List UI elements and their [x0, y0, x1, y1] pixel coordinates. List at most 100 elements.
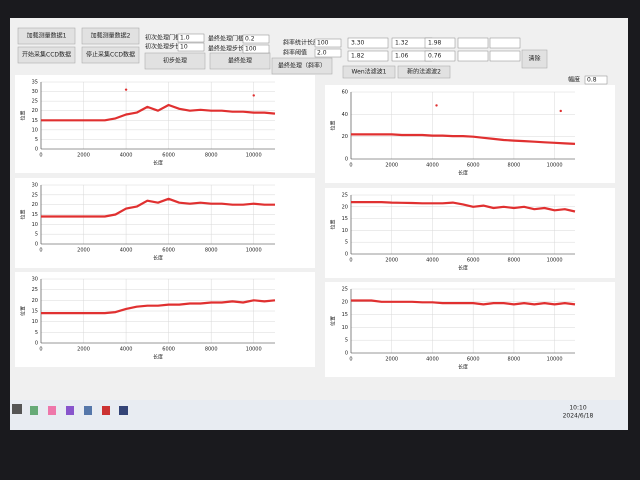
data-line	[41, 197, 275, 218]
outlier-point	[559, 109, 562, 113]
app-icon[interactable]	[84, 406, 92, 415]
x-axis-label: 长度	[153, 255, 163, 262]
y-tick-label: 25	[32, 287, 38, 293]
x-tick-label: 4000	[120, 153, 133, 159]
clock-time: 10:10	[569, 405, 586, 412]
result-box	[489, 37, 521, 49]
button-label: Wen法滤波1	[352, 68, 387, 76]
data-line	[351, 299, 576, 306]
input-box[interactable]	[314, 38, 342, 48]
y-tick-label: 5	[345, 240, 348, 246]
app-icon[interactable]	[30, 406, 38, 415]
button[interactable]	[17, 46, 76, 64]
y-tick-label: 25	[32, 99, 38, 105]
input-value: 2.0	[317, 50, 327, 57]
x-tick-label: 8000	[205, 248, 218, 254]
x-tick-label: 8000	[508, 258, 521, 264]
y-tick-label: 5	[35, 137, 38, 143]
y-tick-label: 0	[35, 242, 38, 248]
start-icon[interactable]	[12, 404, 22, 414]
y-tick-label: 0	[35, 147, 38, 153]
x-tick-label: 2000	[77, 153, 90, 159]
button[interactable]	[17, 27, 76, 45]
x-tick-label: 0	[39, 153, 42, 159]
data-line	[41, 103, 276, 122]
input-value: 10	[180, 44, 188, 51]
clock-date: 2024/6/18	[563, 413, 594, 420]
y-tick-label: 30	[32, 89, 38, 95]
x-tick-label: 4000	[426, 163, 439, 169]
x-tick-label: 10000	[246, 248, 262, 254]
button[interactable]	[342, 65, 396, 79]
y-tick-label: 10	[342, 228, 348, 234]
x-tick-label: 8000	[205, 347, 218, 353]
x-axis-label: 长度	[153, 160, 163, 167]
param-label: 最终处理步长	[208, 45, 244, 53]
button-label: 最终处理	[228, 57, 252, 65]
x-tick-label: 0	[349, 258, 352, 264]
app-icon[interactable]	[119, 406, 128, 415]
result-value: 0.76	[428, 53, 442, 60]
button-label: 开始采集CCD数据	[22, 51, 71, 59]
data-line	[351, 133, 576, 145]
button-label: 清除	[528, 55, 540, 63]
y-tick-label: 25	[342, 193, 348, 199]
x-tick-label: 0	[349, 163, 352, 169]
button[interactable]	[81, 27, 140, 45]
y-axis-label: 位置	[20, 209, 27, 219]
x-tick-label: 6000	[162, 248, 175, 254]
y-tick-label: 20	[32, 298, 38, 304]
result-value: 3.30	[351, 40, 365, 47]
y-tick-label: 5	[345, 338, 348, 344]
y-tick-label: 20	[32, 202, 38, 208]
app-icon[interactable]	[66, 406, 74, 415]
input-box[interactable]	[242, 44, 270, 54]
outlier-point	[252, 94, 255, 97]
app-icon[interactable]	[48, 406, 56, 415]
input-value: 1.0	[180, 35, 190, 42]
result-box	[347, 50, 389, 62]
button[interactable]	[521, 49, 548, 69]
input-box[interactable]	[314, 48, 342, 58]
outlier-point	[124, 88, 128, 91]
button-label: 停止采集CCD数据	[86, 51, 135, 59]
chart-panel	[15, 178, 315, 268]
button-label: 加载测量数据2	[91, 32, 131, 40]
button[interactable]	[144, 52, 206, 70]
x-tick-label: 6000	[467, 163, 480, 169]
input-box[interactable]	[242, 34, 270, 44]
param-label: 初次处理门槛	[145, 34, 181, 42]
y-tick-label: 30	[32, 277, 38, 283]
x-tick-label: 8000	[508, 357, 521, 363]
input-value: 0.2	[245, 36, 255, 43]
param-label: 最终处理门槛	[208, 35, 244, 43]
y-tick-label: 20	[32, 108, 38, 114]
y-axis-label: 位置	[330, 120, 337, 130]
y-tick-label: 25	[32, 192, 38, 198]
input-box[interactable]	[177, 33, 205, 43]
y-tick-label: 15	[32, 309, 38, 315]
button[interactable]	[209, 52, 271, 70]
result-box	[424, 50, 456, 62]
input-box[interactable]	[584, 75, 608, 85]
chart-panel	[325, 282, 615, 377]
button[interactable]	[397, 65, 451, 79]
y-tick-label: 30	[32, 183, 38, 189]
button[interactable]	[81, 46, 140, 64]
x-tick-label: 8000	[205, 153, 218, 159]
result-value: 1.06	[395, 53, 409, 60]
button[interactable]	[271, 57, 333, 75]
y-tick-label: 20	[342, 299, 348, 305]
result-box	[424, 37, 456, 49]
result-box	[457, 50, 489, 62]
x-tick-label: 2000	[385, 163, 398, 169]
input-box[interactable]	[177, 42, 205, 52]
x-axis-label: 长度	[458, 170, 468, 177]
param-label: 斜率统计长度	[283, 39, 319, 47]
y-tick-label: 15	[32, 118, 38, 124]
app-icon[interactable]	[102, 406, 110, 415]
result-value: 1.98	[428, 40, 442, 47]
button-label: 初步处理	[163, 57, 187, 65]
y-tick-label: 25	[342, 287, 348, 293]
